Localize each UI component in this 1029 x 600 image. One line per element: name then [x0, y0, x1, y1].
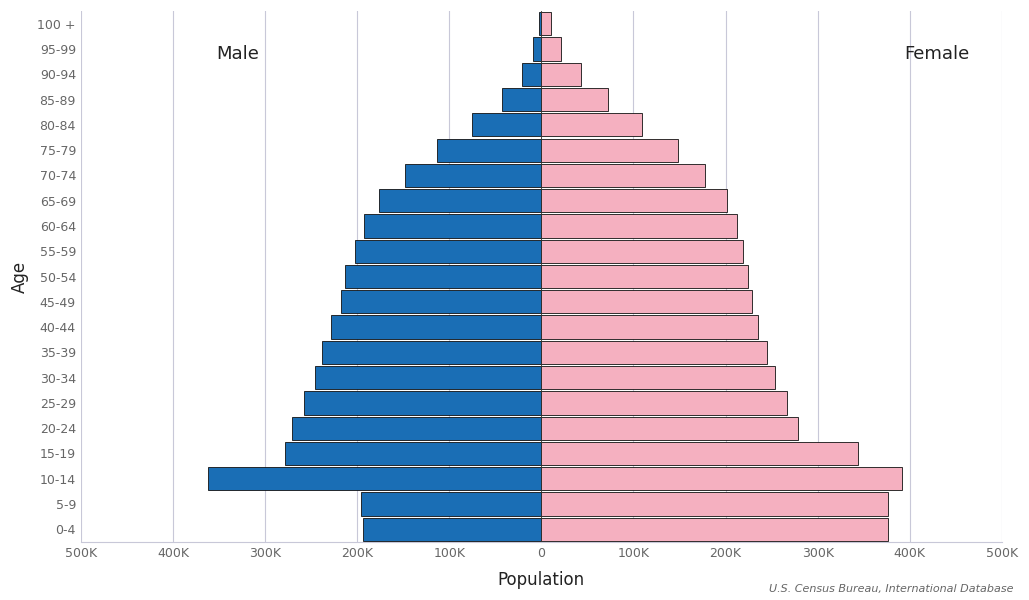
Bar	[315, 366, 541, 389]
Bar	[541, 442, 858, 465]
Bar	[541, 518, 888, 541]
Bar	[541, 467, 902, 490]
Bar	[541, 214, 738, 238]
Bar	[437, 139, 541, 162]
Bar	[341, 290, 541, 313]
Bar	[522, 62, 541, 86]
Bar	[405, 164, 541, 187]
Bar	[541, 62, 581, 86]
Bar	[345, 265, 541, 288]
Bar	[541, 341, 767, 364]
Bar	[541, 139, 678, 162]
Bar	[355, 239, 541, 263]
Bar	[322, 341, 541, 364]
Bar	[541, 493, 888, 515]
Bar	[539, 12, 541, 35]
Bar	[331, 316, 541, 338]
Text: Male: Male	[216, 45, 259, 63]
Bar	[541, 366, 775, 389]
Text: U.S. Census Bureau, International Database: U.S. Census Bureau, International Databa…	[769, 584, 1014, 594]
Bar	[291, 416, 541, 440]
Bar	[361, 493, 541, 515]
Bar	[541, 189, 728, 212]
Bar	[541, 265, 748, 288]
Bar	[541, 37, 561, 61]
Bar	[541, 12, 552, 35]
Bar	[533, 37, 541, 61]
Bar	[285, 442, 541, 465]
Bar	[541, 416, 799, 440]
X-axis label: Population: Population	[498, 571, 584, 589]
Bar	[502, 88, 541, 111]
Bar	[364, 214, 541, 238]
Bar	[541, 391, 787, 415]
Bar	[541, 164, 705, 187]
Bar	[541, 88, 608, 111]
Bar	[541, 316, 757, 338]
Bar	[541, 113, 642, 136]
Bar	[541, 239, 743, 263]
Bar	[208, 467, 541, 490]
Text: Female: Female	[904, 45, 970, 63]
Y-axis label: Age: Age	[11, 260, 29, 293]
Bar	[380, 189, 541, 212]
Bar	[304, 391, 541, 415]
Bar	[472, 113, 541, 136]
Bar	[362, 518, 541, 541]
Bar	[541, 290, 752, 313]
